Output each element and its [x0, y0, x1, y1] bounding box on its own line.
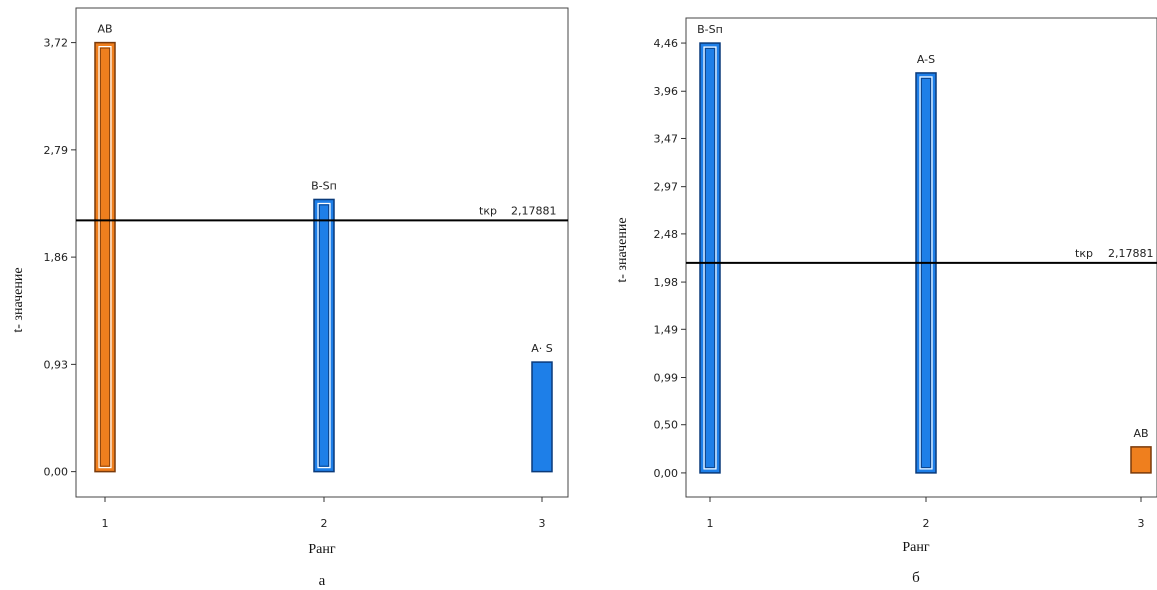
bar-label: AB: [1133, 427, 1148, 440]
x-tick-label: 3: [539, 517, 546, 530]
chart-panel-2: 0,00 0,50 0,99 1,49 1,98 2,48 2,97 3,47 3,96 4,46…: [615, 17, 1157, 586]
bar-label: AB: [97, 23, 112, 36]
y-tick-label: 2,97: [654, 181, 679, 194]
y-tick-label: 0,00: [44, 466, 69, 479]
chart-panel-1: 0,00 0,93 1,86 2,79 3,72 1 2 3 Ранг t- значение а A…: [11, 7, 569, 589]
y-tick-label: 2,79: [44, 144, 69, 157]
y-axis-title: t- значение: [615, 217, 630, 282]
threshold-value: 2,17881: [511, 204, 557, 217]
y-tick-label: 3,96: [654, 85, 679, 98]
threshold-value: 2,17881: [1108, 247, 1154, 260]
panel-label: б: [912, 570, 920, 586]
y-tick-label: 2,48: [654, 228, 679, 241]
y-tick-label: 0,99: [654, 371, 679, 384]
x-tick-label: 1: [707, 517, 714, 530]
x-tick-label: 1: [102, 517, 109, 530]
y-tick-label: 1,86: [44, 251, 69, 264]
x-axis-title: Ранг: [308, 542, 335, 557]
y-tick-label: 1,98: [654, 276, 679, 289]
bar-inner-edge: [705, 48, 715, 468]
bar-inner-edge: [100, 47, 110, 467]
y-tick-label: 0,93: [44, 358, 69, 371]
bar-1: [699, 42, 721, 474]
bar-label: A· S: [531, 342, 553, 355]
x-axis-title: Ранг: [902, 540, 929, 555]
y-tick-label: 0,50: [654, 419, 679, 432]
bar-inner-edge: [319, 204, 329, 467]
x-tick-label: 3: [1138, 517, 1145, 530]
bar-inner-outline: [317, 202, 331, 469]
y-tick-label: 3,72: [44, 37, 69, 50]
bar-label: B-Sп: [697, 23, 723, 36]
y-tick-label: 4,46: [654, 37, 679, 50]
bar-inner-outline: [98, 45, 112, 469]
plot-frame: [685, 17, 1157, 498]
bar-label: B-Sп: [311, 179, 337, 192]
bar-inner-outline: [919, 76, 933, 470]
threshold-label: tкр: [479, 204, 497, 217]
bar-3: [531, 361, 553, 473]
y-tick-label: 1,49: [654, 323, 679, 336]
bar-2: [915, 72, 937, 474]
bar-inner-outline: [703, 46, 717, 470]
panel-label: а: [319, 573, 326, 589]
x-tick-label: 2: [321, 517, 328, 530]
plot-frame: [75, 7, 569, 498]
bar-2: [313, 198, 335, 473]
x-tick-label: 2: [923, 517, 930, 530]
y-axis-title: t- значение: [11, 267, 26, 332]
y-tick-label: 0,00: [654, 467, 679, 480]
bar-3: [1130, 446, 1152, 474]
y-tick-label: 3,47: [654, 132, 679, 145]
bar-label: A-S: [917, 53, 935, 66]
bar-inner-edge: [921, 78, 931, 468]
bar-1: [94, 41, 116, 473]
threshold-label: tкр: [1075, 247, 1093, 260]
